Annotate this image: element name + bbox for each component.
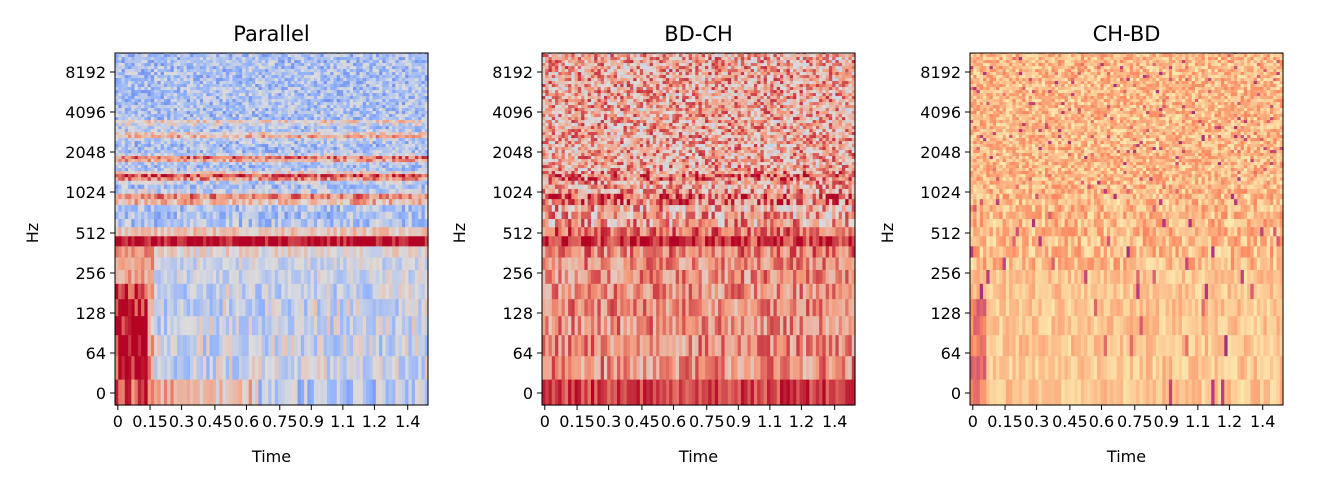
heatmap-cells-1 bbox=[115, 53, 429, 406]
